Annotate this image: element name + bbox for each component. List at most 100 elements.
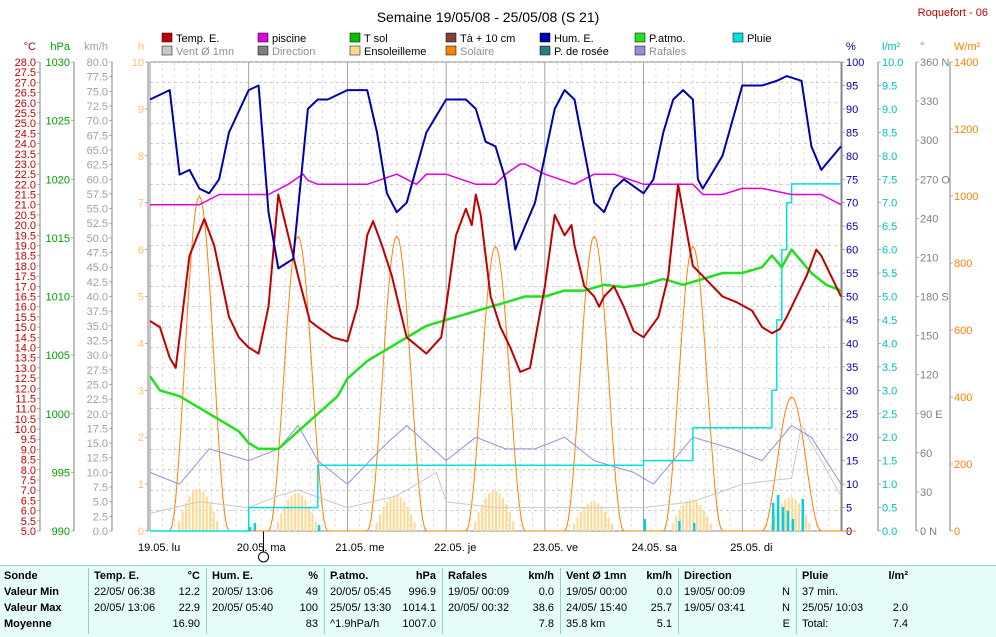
sunshine-bar (311, 513, 314, 531)
axis-hum-label: 100 (846, 57, 864, 69)
axis-solar-label: 800 (954, 258, 972, 270)
axis-temp-label: 9.0 (21, 444, 36, 456)
legend-label: Tà + 10 cm (460, 33, 515, 45)
sunshine-bar (512, 521, 515, 531)
axis-wind-label: 20.0 (87, 409, 108, 421)
axis-temp-label: 26.5 (15, 88, 36, 100)
stats-cell: Pluie (802, 570, 829, 582)
sunshine-bar (579, 511, 582, 531)
stats-cell: 22/05/ 06:38 (94, 586, 156, 598)
stats-cell: 0.0 (538, 586, 554, 598)
axis-temp-label: 17.0 (15, 281, 36, 293)
sunshine-bar (770, 522, 773, 531)
stats-cell: 2.0 (892, 602, 908, 614)
axis-press-label: 990 (52, 526, 70, 538)
sunshine-bar (804, 515, 807, 531)
sunshine-bar (692, 499, 695, 531)
axis-dir-label: 360 N (920, 57, 949, 69)
axis-dir-unit: ° (920, 41, 924, 53)
rain-bar (248, 527, 252, 531)
stats-cell: 20/05/ 05:40 (212, 602, 274, 614)
axis-rain-label: 4.5 (882, 315, 897, 327)
axis-sun-label: 3 (138, 385, 144, 397)
stats-cell: 83 (305, 618, 318, 630)
axis-temp-label: 17.5 (15, 271, 36, 283)
axis-temp-label: 13.5 (15, 353, 36, 365)
axis-temp-label: 7.0 (21, 485, 36, 497)
legend-swatch (349, 32, 361, 43)
axis-temp-label: 23.5 (15, 149, 36, 161)
axis-hum-label: 10 (846, 479, 858, 491)
axis-temp-label: 19.5 (15, 230, 36, 242)
stats-cell: 19/05/ 00:00 (566, 586, 628, 598)
rain-bar (791, 519, 795, 531)
sunshine-bar (702, 510, 705, 531)
axis-wind-label: 75.0 (87, 86, 108, 98)
sunshine-bar (699, 504, 702, 531)
legend-label: Hum. E. (554, 33, 594, 45)
axis-wind-label: 45.0 (87, 262, 108, 274)
axis-dir-label: 240 (920, 213, 938, 225)
axis-rain-unit: l/m² (882, 41, 901, 53)
axis-sun-label: 7 (138, 198, 144, 210)
stats-cell: 35.8 km (566, 618, 606, 630)
sunshine-bar (604, 511, 607, 531)
axis-hum-label: 20 (846, 432, 858, 444)
sunshine-bar (413, 522, 416, 531)
axis-rain-label: 2.5 (882, 409, 897, 421)
axis-temp-label: 25.0 (15, 118, 36, 130)
axis-temp-label: 27.0 (15, 77, 36, 89)
axis-hum-label: 50 (846, 292, 858, 304)
axis-temp-label: 12.0 (15, 383, 36, 395)
sunshine-bar (382, 507, 385, 531)
rain-bar (253, 523, 257, 531)
axis-wind-label: 2.5 (93, 511, 108, 523)
axis-wind-label: 5.0 (93, 497, 108, 509)
axis-wind-label: 52.5 (87, 218, 108, 230)
axis-wind-label: 42.5 (87, 277, 108, 289)
axis-dir-label: 120 (920, 370, 938, 382)
sunshine-bar (301, 495, 304, 531)
axis-sun-label: 10 (132, 57, 144, 69)
sunshine-bar (195, 489, 198, 531)
stats-cell: 20/05/ 05:45 (330, 586, 392, 598)
axis-wind-label: 15.0 (87, 438, 108, 450)
sunshine-bar (403, 501, 406, 531)
axis-hum-label: 95 (846, 80, 858, 92)
sunshine-bar (688, 499, 691, 531)
axis-rain-label: 1.0 (882, 479, 897, 491)
axis-hum-label: 0 (846, 526, 852, 538)
axis-solar-label: 200 (954, 459, 972, 471)
rain-bar (692, 523, 696, 531)
axis-solar-label: 600 (954, 325, 972, 337)
sunshine-bar (773, 515, 776, 531)
axis-dir-label: 90 E (920, 409, 943, 421)
axis-dir-label: 180 S (920, 292, 949, 304)
axis-hum-label: 70 (846, 198, 858, 210)
stats-cell: 20/05/ 13:06 (94, 602, 156, 614)
axis-temp-label: 12.5 (15, 373, 36, 385)
sunshine-bar (685, 501, 688, 531)
axis-dir-label: 150 (920, 331, 938, 343)
sunshine-bar (191, 491, 194, 531)
weather-chart: Semaine 19/05/08 - 25/05/08 (S 21) Roquef… (15, 7, 988, 563)
axis-temp-label: 11.0 (15, 404, 36, 416)
axis-temp-label: 24.0 (15, 139, 36, 151)
stats-cell: 19/05/ 00:09 (448, 586, 510, 598)
axis-wind-label: 70.0 (87, 116, 108, 128)
axis-sun-label: 2 (138, 432, 144, 444)
stats-cell: km/h (528, 570, 554, 582)
sunshine-bar (600, 506, 603, 531)
axis-temp-label: 26.0 (15, 98, 36, 110)
stats-cell: N (782, 586, 790, 598)
axis-rain-label: 5.0 (882, 292, 897, 304)
sunshine-bar (583, 506, 586, 531)
day-label: 21.05. me (335, 542, 384, 554)
axis-rain-label: 2.0 (882, 432, 897, 444)
stats-cell: 16.90 (172, 618, 200, 630)
axis-sun-label: 9 (138, 104, 144, 116)
axis-temp-label: 18.0 (15, 261, 36, 273)
sunshine-bar (188, 496, 191, 531)
stats-cell: % (308, 570, 318, 582)
legend-swatch (161, 32, 173, 43)
